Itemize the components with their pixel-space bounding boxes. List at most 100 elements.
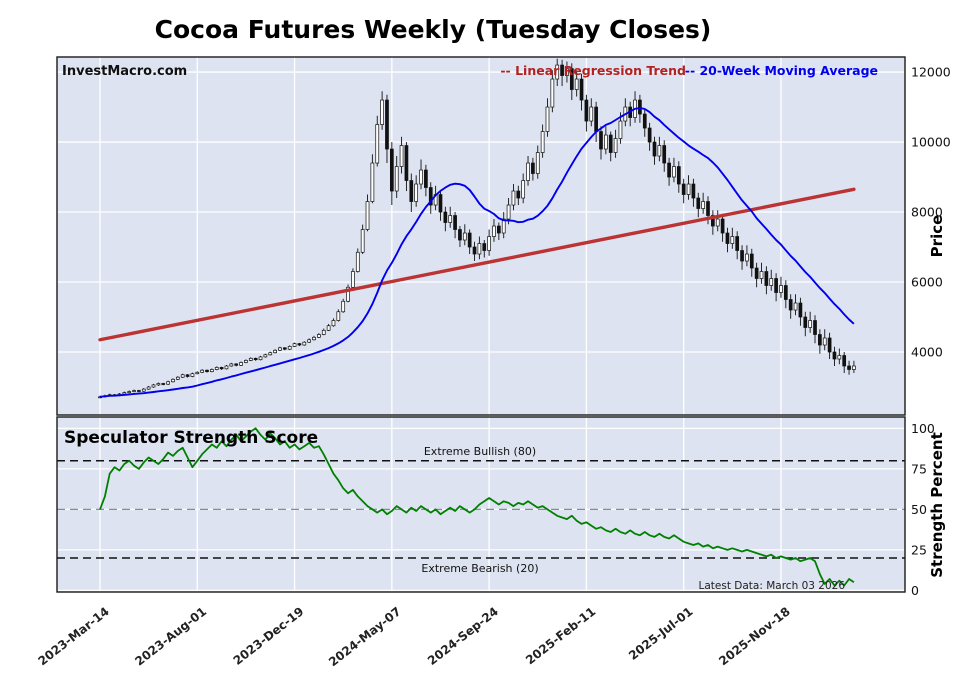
x-tick-label: 2024-Sep-24 [425, 604, 501, 668]
candle-body [185, 374, 190, 377]
x-tick-label: 2025-Feb-11 [523, 604, 598, 667]
candle-body [565, 68, 569, 76]
candle-body [205, 369, 209, 372]
candle-body [419, 169, 423, 185]
candle-body [506, 204, 511, 220]
candle-body [604, 134, 608, 150]
candle-body [745, 253, 749, 262]
candle-body [720, 218, 725, 234]
legend-ma-label: -- 20-Week Moving Average [685, 63, 878, 78]
x-tick-label: 2025-Jul-01 [626, 604, 695, 663]
candle-body [287, 346, 292, 350]
candle-body [229, 363, 234, 367]
candle-body [458, 229, 462, 241]
candle-body [735, 236, 740, 251]
candle-body [827, 337, 832, 353]
candle-body [355, 251, 360, 272]
candle-body [725, 232, 730, 244]
candle-body [667, 162, 671, 178]
candle-body [696, 197, 701, 209]
candle-body [307, 339, 312, 343]
candle-body [764, 271, 769, 286]
candle-body [166, 381, 170, 385]
candle-body [200, 369, 204, 373]
candle-body [244, 360, 248, 363]
strength-tick-label: 100 [911, 421, 935, 436]
candle-body [715, 218, 720, 227]
candle-body [686, 183, 691, 195]
candle-body [774, 278, 778, 293]
candle-body [137, 390, 141, 392]
candle-body [818, 334, 822, 346]
candle-body [297, 343, 302, 346]
candle-body [647, 127, 652, 143]
candle-body [662, 145, 667, 164]
candle-body [730, 236, 735, 244]
candle-body [326, 325, 331, 331]
candle-body [292, 343, 297, 347]
candle-body [151, 384, 156, 388]
candle-body [448, 215, 453, 223]
candle-body [341, 300, 346, 313]
candle-body [462, 232, 467, 241]
candle-body [526, 162, 530, 181]
watermark-text: InvestMacro.com [62, 64, 187, 79]
candle-body [711, 215, 715, 227]
candle-body [550, 78, 555, 108]
candle-body [769, 278, 774, 286]
extreme-bearish-label: Extreme Bearish (20) [421, 562, 538, 575]
candle-body [438, 194, 443, 213]
price-panel-background [57, 57, 905, 415]
candle-body [253, 357, 258, 361]
candle-body [195, 371, 200, 375]
candle-body [360, 229, 365, 253]
candle-body [394, 166, 399, 192]
candle-body [467, 232, 472, 248]
candle-body [852, 365, 856, 370]
candle-body [681, 183, 686, 195]
candle-body [453, 215, 457, 230]
candle-body [273, 349, 277, 354]
candle-body [127, 391, 132, 393]
candle-body [180, 374, 185, 378]
candle-body [779, 285, 783, 293]
candle-body [302, 341, 307, 346]
candle-body [171, 378, 175, 383]
candle-body [842, 355, 847, 367]
strength-tick-label: 25 [911, 542, 927, 557]
strength-tick-label: 75 [911, 461, 927, 476]
candle-body [389, 148, 394, 192]
chart-title: Cocoa Futures Weekly (Tuesday Closes) [155, 15, 712, 44]
candle-body [346, 286, 350, 302]
candle-body [516, 190, 521, 199]
price-tick-label: 6000 [911, 275, 943, 290]
candle-body [492, 225, 496, 237]
candle-body [282, 347, 287, 350]
candle-body [847, 365, 851, 370]
candle-body [540, 131, 545, 153]
x-tick-label: 2024-May-07 [326, 604, 404, 669]
candle-body [740, 250, 744, 262]
candle-body [618, 120, 623, 139]
candle-body [122, 392, 127, 395]
x-tick-label: 2023-Dec-19 [231, 604, 307, 668]
strength-axis-title: Strength Percent [928, 432, 946, 578]
candle-body [788, 299, 793, 311]
candle-body [477, 243, 482, 255]
candle-body [141, 388, 146, 392]
price-panel-border [56, 56, 906, 416]
candle-body [351, 271, 355, 288]
candle-body [210, 369, 214, 372]
candle-body [224, 365, 229, 370]
candle-body [190, 373, 195, 377]
candle-body [404, 145, 409, 181]
regression-trend-line [98, 187, 856, 342]
borders-layer [56, 56, 906, 593]
candle-body [783, 285, 788, 300]
price-tick-label: 12000 [911, 65, 951, 80]
price-tick-label: 10000 [911, 135, 951, 150]
candle-body [560, 64, 564, 76]
candle-body [652, 141, 657, 157]
